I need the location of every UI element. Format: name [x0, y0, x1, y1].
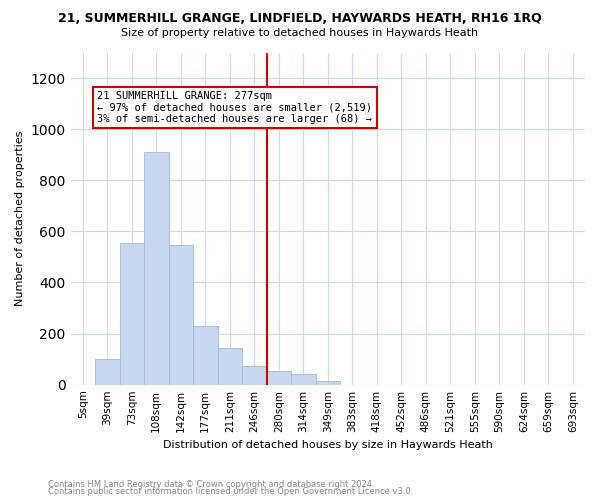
Bar: [119, 243, 144, 384]
Bar: [266, 370, 291, 384]
Bar: [169, 246, 193, 384]
X-axis label: Distribution of detached houses by size in Haywards Heath: Distribution of detached houses by size …: [163, 440, 493, 450]
Text: Size of property relative to detached houses in Haywards Heath: Size of property relative to detached ho…: [121, 28, 479, 38]
Bar: [316, 381, 340, 384]
Bar: [291, 374, 316, 384]
Bar: [193, 326, 218, 384]
Bar: [95, 359, 119, 384]
Bar: [144, 152, 169, 384]
Text: 21, SUMMERHILL GRANGE, LINDFIELD, HAYWARDS HEATH, RH16 1RQ: 21, SUMMERHILL GRANGE, LINDFIELD, HAYWAR…: [58, 12, 542, 26]
Bar: [242, 366, 266, 384]
Text: Contains HM Land Registry data © Crown copyright and database right 2024.: Contains HM Land Registry data © Crown c…: [48, 480, 374, 489]
Text: Contains public sector information licensed under the Open Government Licence v3: Contains public sector information licen…: [48, 487, 413, 496]
Y-axis label: Number of detached properties: Number of detached properties: [15, 131, 25, 306]
Text: 21 SUMMERHILL GRANGE: 277sqm
← 97% of detached houses are smaller (2,519)
3% of : 21 SUMMERHILL GRANGE: 277sqm ← 97% of de…: [97, 91, 373, 124]
Bar: [218, 348, 242, 385]
